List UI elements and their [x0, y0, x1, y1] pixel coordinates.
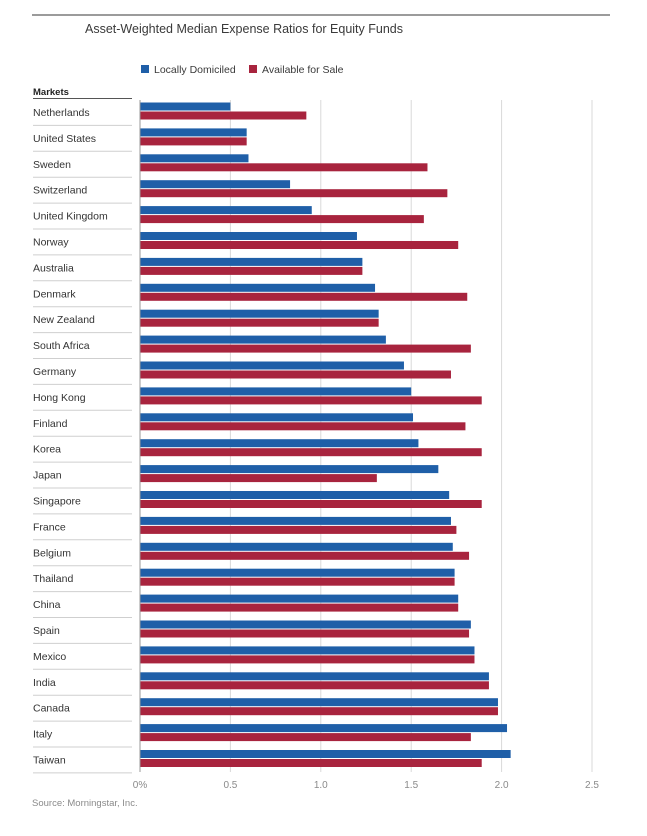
bar-sale-24 [140, 733, 471, 742]
bar-local-9 [140, 335, 386, 344]
bar-local-18 [140, 568, 455, 577]
x-tick-label-3: 1.5 [404, 780, 418, 791]
category-label-25: Taiwan [33, 755, 66, 767]
category-header: Markets [33, 87, 69, 98]
category-label-24: Italy [33, 729, 53, 741]
x-tick-label-4: 2.0 [495, 780, 509, 791]
bar-sale-17 [140, 551, 470, 560]
bar-local-19 [140, 594, 459, 603]
bar-local-24 [140, 724, 508, 733]
bar-local-7 [140, 283, 376, 292]
bar-local-10 [140, 361, 404, 370]
bar-sale-25 [140, 759, 482, 767]
bar-local-13 [140, 439, 419, 448]
bar-sale-14 [140, 474, 377, 483]
bar-sale-10 [140, 370, 451, 379]
chart-title: Asset-Weighted Median Expense Ratios for… [85, 22, 403, 36]
category-label-1: United States [33, 133, 96, 145]
bar-sale-4 [140, 215, 424, 224]
bar-local-2 [140, 154, 249, 163]
x-tick-label-5: 2.5 [585, 780, 599, 791]
bar-sale-11 [140, 396, 482, 405]
bar-sale-15 [140, 500, 482, 508]
category-label-15: Singapore [33, 496, 81, 508]
category-label-10: Germany [33, 366, 77, 378]
bar-local-15 [140, 491, 450, 499]
bar-sale-20 [140, 629, 470, 638]
bar-local-5 [140, 232, 357, 240]
bar-local-4 [140, 206, 312, 215]
bar-local-21 [140, 646, 475, 655]
bar-local-25 [140, 750, 511, 758]
bar-local-3 [140, 180, 291, 189]
bar-local-14 [140, 465, 439, 474]
top-rule [32, 14, 610, 16]
bar-local-22 [140, 672, 489, 681]
bar-sale-1 [140, 137, 247, 146]
bar-sale-19 [140, 603, 459, 612]
category-label-11: Hong Kong [33, 392, 86, 404]
category-label-6: Australia [33, 262, 74, 274]
category-label-8: New Zealand [33, 314, 95, 326]
x-tick-label-1: 0.5 [223, 780, 237, 791]
bar-local-11 [140, 387, 412, 396]
category-label-7: Denmark [33, 288, 76, 300]
category-label-16: France [33, 521, 66, 533]
bar-local-1 [140, 128, 247, 137]
legend-label-1: Available for Sale [262, 64, 344, 76]
bar-local-8 [140, 309, 379, 318]
bar-local-23 [140, 698, 498, 707]
category-label-20: Spain [33, 625, 60, 637]
category-label-17: Belgium [33, 547, 71, 559]
legend-swatch-1 [249, 65, 257, 73]
category-label-0: Netherlands [33, 107, 90, 119]
bar-local-20 [140, 620, 471, 629]
legend-swatch-0 [141, 65, 149, 73]
bar-sale-13 [140, 448, 482, 457]
bar-sale-18 [140, 577, 455, 586]
bar-local-12 [140, 413, 414, 422]
category-label-5: Norway [33, 237, 69, 249]
bar-local-17 [140, 542, 453, 551]
bar-local-6 [140, 257, 363, 266]
bar-sale-3 [140, 189, 448, 198]
category-label-18: Thailand [33, 573, 73, 585]
source-note: Source: Morningstar, Inc. [32, 798, 138, 809]
bar-local-16 [140, 516, 451, 525]
x-tick-label-2: 1.0 [314, 780, 328, 791]
bar-sale-0 [140, 111, 307, 120]
bar-sale-16 [140, 525, 457, 534]
category-label-21: Mexico [33, 651, 66, 663]
category-label-23: Canada [33, 703, 70, 715]
x-tick-label-0: 0% [133, 780, 148, 791]
bar-sale-5 [140, 241, 459, 249]
bar-sale-21 [140, 655, 475, 664]
category-label-3: Switzerland [33, 185, 87, 197]
bar-sale-7 [140, 292, 468, 301]
bar-sale-22 [140, 681, 489, 690]
category-label-9: South Africa [33, 340, 90, 352]
category-label-19: China [33, 599, 61, 611]
bar-sale-2 [140, 163, 428, 172]
category-label-22: India [33, 677, 56, 689]
bar-sale-6 [140, 266, 363, 275]
bar-sale-23 [140, 707, 498, 716]
category-label-4: United Kingdom [33, 211, 108, 223]
bar-sale-12 [140, 422, 466, 431]
category-label-13: Korea [33, 444, 61, 456]
bar-local-0 [140, 102, 231, 111]
bar-sale-9 [140, 344, 471, 353]
category-label-12: Finland [33, 418, 68, 430]
category-label-2: Sweden [33, 159, 71, 171]
bar-sale-8 [140, 318, 379, 327]
category-label-14: Japan [33, 470, 62, 482]
legend-label-0: Locally Domiciled [154, 64, 236, 76]
